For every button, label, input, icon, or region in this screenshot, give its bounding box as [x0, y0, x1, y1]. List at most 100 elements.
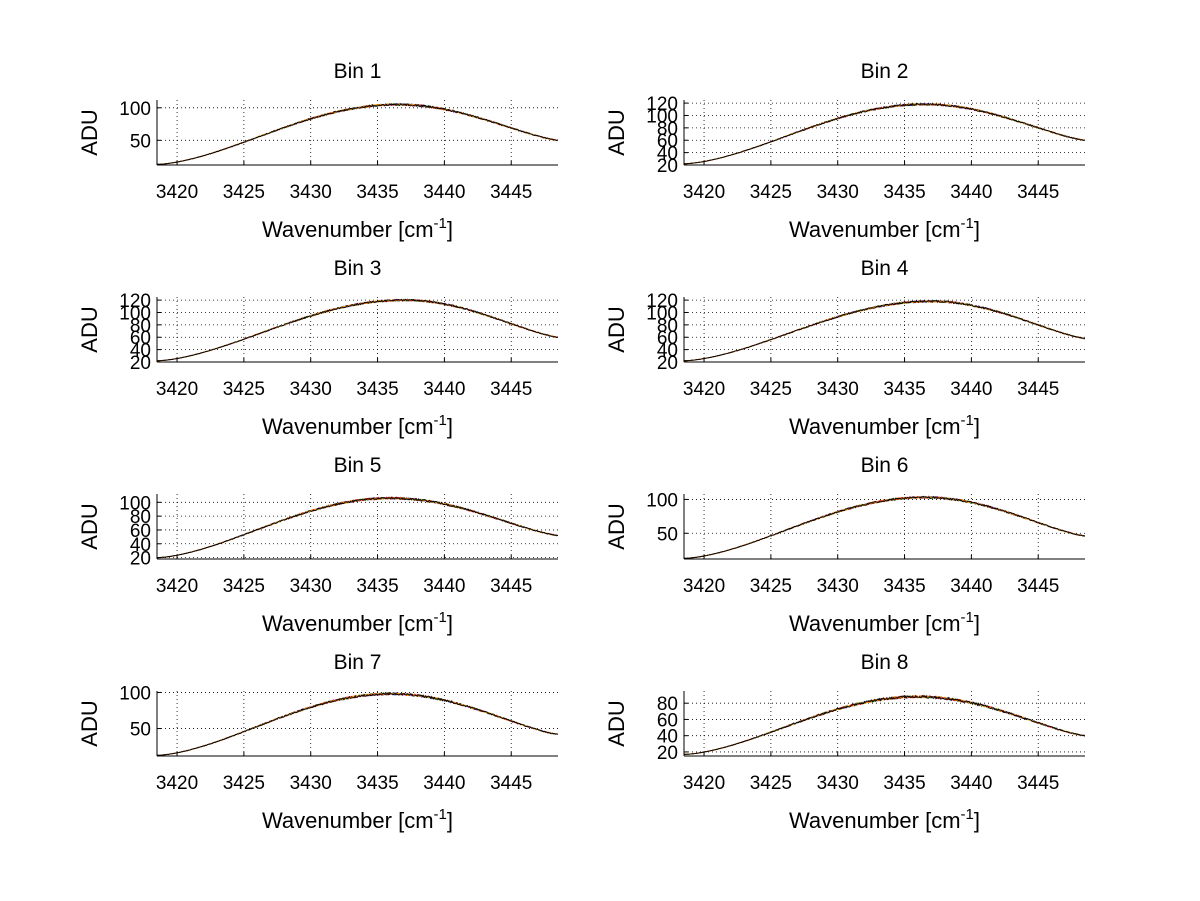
- series-line-5: [157, 298, 558, 362]
- series-group: [157, 298, 558, 362]
- x-tick-label: 3420: [683, 576, 725, 597]
- y-tick-label: 100: [119, 303, 151, 324]
- x-tick-label: 3420: [156, 379, 198, 400]
- x-tick-label: 3435: [356, 576, 398, 597]
- y-tick-label: 80: [130, 316, 151, 337]
- series-line-5: [157, 102, 558, 165]
- y-tick-label: 40: [657, 727, 678, 748]
- x-tick-label: 3430: [290, 379, 332, 400]
- y-axis-label: ADU: [77, 306, 102, 352]
- chart-title: Bin 4: [861, 257, 909, 280]
- y-tick-label: 40: [657, 341, 678, 362]
- x-tick-label: 3430: [817, 379, 859, 400]
- series-line-5: [684, 694, 1085, 755]
- x-axis-label: Wavenumber [cm-1]: [789, 806, 980, 833]
- y-tick-label: 60: [657, 710, 678, 731]
- chart-title: Bin 8: [861, 651, 909, 674]
- x-tick-label: 3430: [290, 576, 332, 597]
- subplot-7: Bin 7 3420 3425 3430 3435 3440 3445 50 100 Wavenu…: [77, 651, 558, 833]
- series-group: [157, 102, 558, 165]
- subplot-1: Bin 1 3420 3425 3430 3435 3440 3445 50 100 Wavenu…: [77, 60, 558, 242]
- x-tick-label: 3425: [750, 576, 792, 597]
- y-tick-label: 40: [657, 144, 678, 165]
- subplot-4: Bin 4 3420 3425 3430 3435 3440 3445 20406080100…: [604, 257, 1085, 439]
- x-axis-label: Wavenumber [cm-1]: [262, 806, 453, 833]
- x-axis-label: Wavenumber [cm-1]: [262, 412, 453, 439]
- x-tick-label: 3430: [817, 773, 859, 794]
- y-axis-label: ADU: [77, 109, 102, 155]
- series-group: [157, 496, 558, 559]
- x-tick-label: 3425: [223, 576, 265, 597]
- x-tick-label: 3420: [683, 773, 725, 794]
- x-tick-label: 3435: [883, 773, 925, 794]
- series-line-5: [684, 299, 1085, 362]
- y-tick-label: 100: [646, 490, 678, 511]
- y-tick-label: 20: [657, 743, 678, 764]
- x-tick-label: 3430: [817, 576, 859, 597]
- x-tick-label: 3440: [950, 576, 992, 597]
- y-tick-label: 80: [657, 316, 678, 337]
- x-tick-label: 3425: [223, 773, 265, 794]
- x-tick-label: 3445: [1017, 379, 1059, 400]
- x-tick-label: 3420: [156, 576, 198, 597]
- x-tick-label: 3420: [683, 379, 725, 400]
- y-tick-label: 100: [646, 106, 678, 127]
- x-tick-label: 3440: [950, 773, 992, 794]
- x-tick-label: 3420: [683, 182, 725, 203]
- x-tick-label: 3420: [156, 773, 198, 794]
- y-tick-label: 20: [657, 156, 678, 177]
- x-tick-label: 3445: [1017, 182, 1059, 203]
- chart-title: Bin 2: [861, 60, 909, 83]
- subplot-3: Bin 3 3420 3425 3430 3435 3440 3445 20406080100…: [77, 257, 558, 439]
- series-group: [684, 495, 1085, 559]
- x-tick-label: 3425: [750, 182, 792, 203]
- y-axis-label: ADU: [604, 503, 629, 549]
- y-tick-label: 120: [646, 94, 678, 115]
- x-axis-label: Wavenumber [cm-1]: [789, 412, 980, 439]
- x-tick-label: 3435: [356, 379, 398, 400]
- y-tick-label: 20: [130, 353, 151, 374]
- subplot-2: Bin 2 3420 3425 3430 3435 3440 3445 20406080100…: [604, 60, 1085, 242]
- chart-title: Bin 7: [334, 651, 382, 674]
- x-tick-label: 3440: [423, 576, 465, 597]
- x-tick-label: 3435: [883, 379, 925, 400]
- y-tick-label: 50: [130, 720, 151, 741]
- x-tick-label: 3440: [423, 379, 465, 400]
- x-tick-label: 3445: [490, 576, 532, 597]
- y-axis-label: ADU: [77, 700, 102, 746]
- x-tick-label: 3420: [156, 182, 198, 203]
- x-axis-label: Wavenumber [cm-1]: [789, 609, 980, 636]
- chart-title: Bin 5: [334, 454, 382, 477]
- x-tick-label: 3445: [490, 773, 532, 794]
- y-tick-label: 40: [130, 535, 151, 556]
- y-tick-label: 60: [130, 328, 151, 349]
- x-tick-label: 3425: [223, 182, 265, 203]
- x-axis-label: Wavenumber [cm-1]: [262, 215, 453, 242]
- y-tick-label: 20: [130, 549, 151, 570]
- x-tick-label: 3430: [290, 182, 332, 203]
- series-group: [684, 102, 1085, 165]
- y-tick-label: 60: [657, 328, 678, 349]
- x-tick-label: 3425: [223, 379, 265, 400]
- chart-title: Bin 6: [861, 454, 909, 477]
- x-tick-label: 3440: [423, 182, 465, 203]
- x-tick-label: 3425: [750, 379, 792, 400]
- y-tick-label: 120: [119, 291, 151, 312]
- series-group: [684, 299, 1085, 362]
- series-line-5: [684, 103, 1085, 165]
- x-tick-label: 3435: [883, 576, 925, 597]
- chart-title: Bin 3: [334, 257, 382, 280]
- y-axis-label: ADU: [604, 306, 629, 352]
- series-group: [157, 691, 558, 756]
- y-tick-label: 80: [657, 694, 678, 715]
- x-tick-label: 3440: [950, 182, 992, 203]
- y-tick-label: 60: [657, 131, 678, 152]
- x-tick-label: 3430: [817, 182, 859, 203]
- x-tick-label: 3430: [290, 773, 332, 794]
- y-tick-label: 40: [130, 341, 151, 362]
- x-tick-label: 3445: [490, 182, 532, 203]
- y-tick-label: 80: [657, 119, 678, 140]
- y-tick-label: 60: [130, 521, 151, 542]
